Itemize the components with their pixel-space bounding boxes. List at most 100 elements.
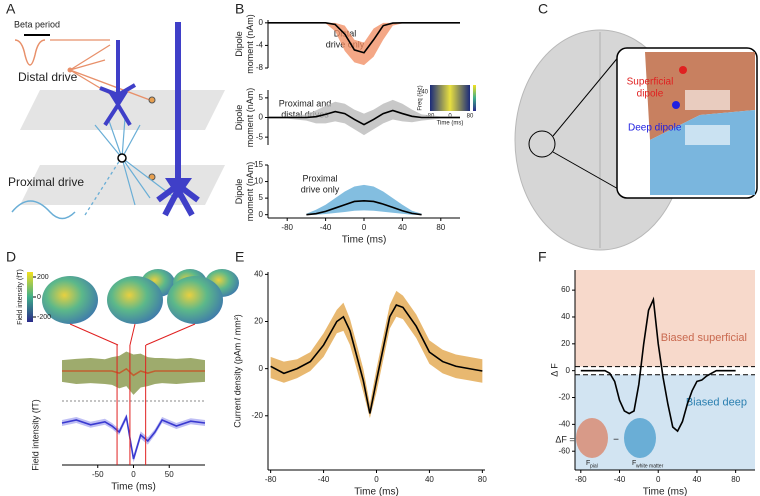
formula: F xyxy=(632,460,636,467)
panel-label: D xyxy=(6,249,16,265)
colorbar-label: Field intensity (fT) xyxy=(17,269,24,325)
label: Distal drive xyxy=(18,70,78,84)
panel-label: A xyxy=(6,1,16,17)
x-tick-label: 40 xyxy=(425,475,434,484)
y-axis-label: Dipole xyxy=(234,179,244,205)
y-tick-label: 20 xyxy=(561,339,570,348)
soma xyxy=(165,178,192,198)
spread-band xyxy=(268,99,460,136)
diagram-c: Superficial dipole Deep dipole xyxy=(514,29,758,251)
x-tick-label: 80 xyxy=(478,475,487,484)
y-tick-label: 5 xyxy=(259,93,264,102)
x-tick-label: 0 xyxy=(656,475,661,484)
topomap xyxy=(107,276,163,324)
y-tick-label: 15 xyxy=(254,160,263,169)
y-axis-label: moment (nAm) xyxy=(245,162,255,222)
dipole-marker xyxy=(679,66,687,74)
x-tick-label: -40 xyxy=(614,475,626,484)
region xyxy=(575,270,755,367)
y-tick-label: -20 xyxy=(558,393,570,402)
y-axis-label: Field intensity (fT) xyxy=(30,399,40,471)
y-tick-label: 40 xyxy=(254,269,263,278)
x-tick-label: 0 xyxy=(362,223,367,232)
y-tick-label: -60 xyxy=(558,446,570,455)
mean-line xyxy=(62,367,205,377)
y-tick-label: -40 xyxy=(558,419,570,428)
formula: white matter xyxy=(636,463,664,469)
label: Proximal drive xyxy=(8,175,84,189)
x-tick-label: -80 xyxy=(281,223,293,232)
x-axis-label: Time (ms) xyxy=(342,235,387,246)
y-tick-label: 0 xyxy=(259,18,264,27)
formula: − xyxy=(613,435,619,446)
x-tick-label: 40 xyxy=(692,475,701,484)
inset-label: Time (ms) xyxy=(437,121,464,127)
formula: ΔF = xyxy=(555,434,574,444)
y-tick-label: 60 xyxy=(561,285,570,294)
annotation: Proximal xyxy=(302,173,337,183)
panel-label: C xyxy=(538,1,548,17)
brain-icon xyxy=(624,418,656,458)
annotation: drive only xyxy=(301,184,340,194)
x-tick-label: 0 xyxy=(131,470,136,479)
y-axis-label: Δ F xyxy=(549,363,559,377)
y-tick-label: 0 xyxy=(259,210,264,219)
y-tick-label: 40 xyxy=(561,312,570,321)
soma xyxy=(108,92,128,108)
colorbar xyxy=(27,272,33,322)
inset-label: Freq (Hz) xyxy=(418,85,424,110)
colorbar-tick-label: 200 xyxy=(37,274,49,281)
x-tick-label: -40 xyxy=(318,475,330,484)
formula: F xyxy=(586,460,590,467)
panel-label: B xyxy=(235,1,244,17)
zoom-line xyxy=(552,151,621,191)
waveform xyxy=(11,200,76,220)
inset-tick-label: 40 xyxy=(421,90,428,96)
mean-line xyxy=(306,199,422,216)
y-tick-label: -5 xyxy=(256,132,264,141)
y-axis-label: moment (nAm) xyxy=(245,88,255,148)
y-axis-label: Dipole xyxy=(234,105,244,131)
inset-trace xyxy=(685,90,730,110)
y-tick-label: 5 xyxy=(259,193,264,202)
colorbar-tick-label: 0 xyxy=(37,294,41,301)
zoom-circle xyxy=(528,130,556,158)
waveform xyxy=(14,39,46,66)
node xyxy=(67,67,73,73)
mean-line xyxy=(268,109,460,126)
panel-label: F xyxy=(538,249,547,265)
region-label: Biased deep xyxy=(686,396,747,408)
y-tick-label: 0 xyxy=(259,113,264,122)
y-axis-label: Dipole xyxy=(234,31,244,57)
connector xyxy=(69,323,196,346)
panel-labels: A B C D E F xyxy=(6,1,548,265)
topomap xyxy=(42,276,98,324)
x-axis-label: Time (ms) xyxy=(643,487,688,496)
node xyxy=(117,153,127,163)
y-tick-label: 10 xyxy=(254,177,263,186)
formula: pial xyxy=(590,463,598,469)
colorbar-tick-label: -200 xyxy=(37,314,51,321)
mean-line xyxy=(61,414,206,460)
inset-tick-label: 80 xyxy=(467,114,474,120)
mean-line xyxy=(270,304,483,414)
region-label: Biased superficial xyxy=(661,332,747,344)
y-axis-label: moment (nAm) xyxy=(245,14,255,74)
x-tick-label: 80 xyxy=(731,475,740,484)
topomaps xyxy=(27,269,239,346)
y-tick-label: 20 xyxy=(254,317,263,326)
annotation: Proximal and xyxy=(279,98,332,108)
y-axis-label: Current density (pAm / mm²) xyxy=(232,314,242,428)
synapse xyxy=(148,96,156,104)
y-tick-label: 0 xyxy=(259,364,264,373)
diagram-a: Beta period Distal drive Proximal drive xyxy=(8,19,225,220)
x-tick-label: 0 xyxy=(374,475,379,484)
label: dipole xyxy=(637,89,664,100)
label: Beta period xyxy=(14,19,60,29)
proximal-axons xyxy=(94,117,176,206)
y-tick-label: -20 xyxy=(251,411,263,420)
y-tick-label: -4 xyxy=(256,41,264,50)
x-tick-label: 80 xyxy=(436,223,445,232)
annotation: distal drives xyxy=(281,109,329,119)
x-tick-label: 50 xyxy=(165,470,174,479)
